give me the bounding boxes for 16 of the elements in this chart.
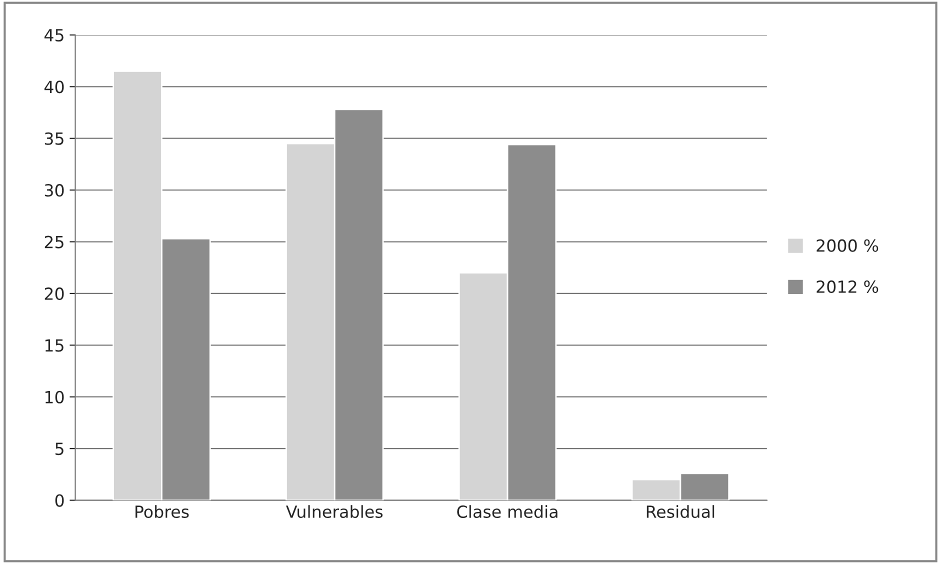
y-tick-label: 35 [44, 132, 64, 145]
x-tick-label: Vulnerables [286, 505, 383, 518]
y-tick-label: 0 [55, 494, 64, 507]
x-tick-label: Pobres [136, 505, 189, 518]
y-tick-label: 15 [45, 339, 64, 352]
y-tick-label: 20 [44, 287, 64, 300]
y-tick-label: 10 [45, 390, 64, 404]
y-tick-label: 5 [56, 442, 64, 456]
y-tick-label: 25 [44, 236, 64, 248]
legend-label: 2000 % [816, 239, 878, 252]
legend-label: 2012 % [816, 280, 878, 294]
y-tick-label: 40 [44, 80, 64, 94]
y-tick-label: 30 [44, 184, 64, 197]
x-tick-label: Clase media [457, 505, 558, 518]
x-tick-label: Residual [646, 505, 714, 518]
y-tick-label: 45 [44, 29, 64, 42]
